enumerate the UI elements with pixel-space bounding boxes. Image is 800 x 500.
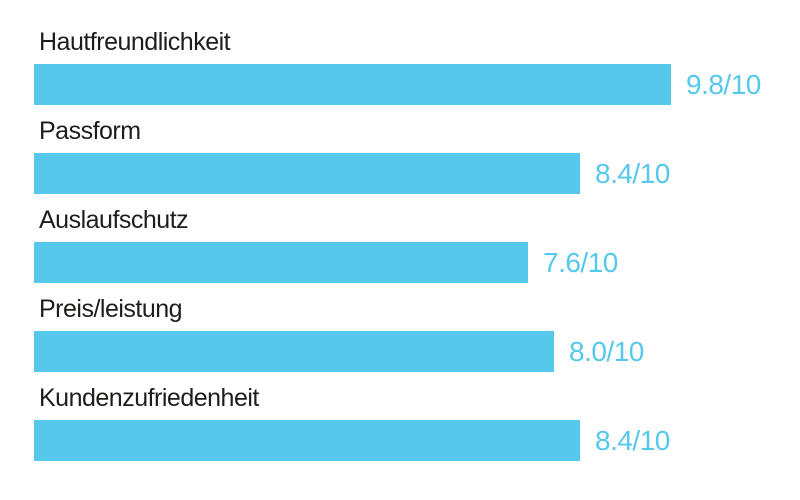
rating-bar xyxy=(34,64,671,105)
rating-row: Passform 8.4/10 xyxy=(34,118,800,194)
rating-row: Kundenzufriedenheit 8.4/10 xyxy=(34,385,800,461)
rating-category-label: Hautfreundlichkeit xyxy=(39,28,231,56)
bar-line: 9.8/10 xyxy=(34,64,800,105)
rating-bar xyxy=(34,153,580,194)
rating-category-label: Preis/leistung xyxy=(39,295,183,323)
bar-line: 8.0/10 xyxy=(34,331,800,372)
rating-row: Preis/leistung 8.0/10 xyxy=(34,296,800,372)
bar-line: 8.4/10 xyxy=(34,153,800,194)
rating-value-label: 8.4/10 xyxy=(595,425,670,456)
rating-bar xyxy=(34,420,580,461)
rating-category-label: Kundenzufriedenheit xyxy=(39,384,259,412)
bar-line: 7.6/10 xyxy=(34,242,800,283)
rating-value-label: 8.0/10 xyxy=(569,336,644,367)
rating-value-label: 8.4/10 xyxy=(595,158,670,189)
rating-bar xyxy=(34,331,554,372)
rating-row: Auslaufschutz 7.6/10 xyxy=(34,207,800,283)
rating-category-label: Passform xyxy=(39,117,141,145)
rating-row: Hautfreundlichkeit 9.8/10 xyxy=(34,29,800,105)
bar-line: 8.4/10 xyxy=(34,420,800,461)
rating-value-label: 9.8/10 xyxy=(686,69,761,100)
rating-value-label: 7.6/10 xyxy=(543,247,618,278)
rating-bar xyxy=(34,242,528,283)
rating-category-label: Auslaufschutz xyxy=(39,206,189,234)
